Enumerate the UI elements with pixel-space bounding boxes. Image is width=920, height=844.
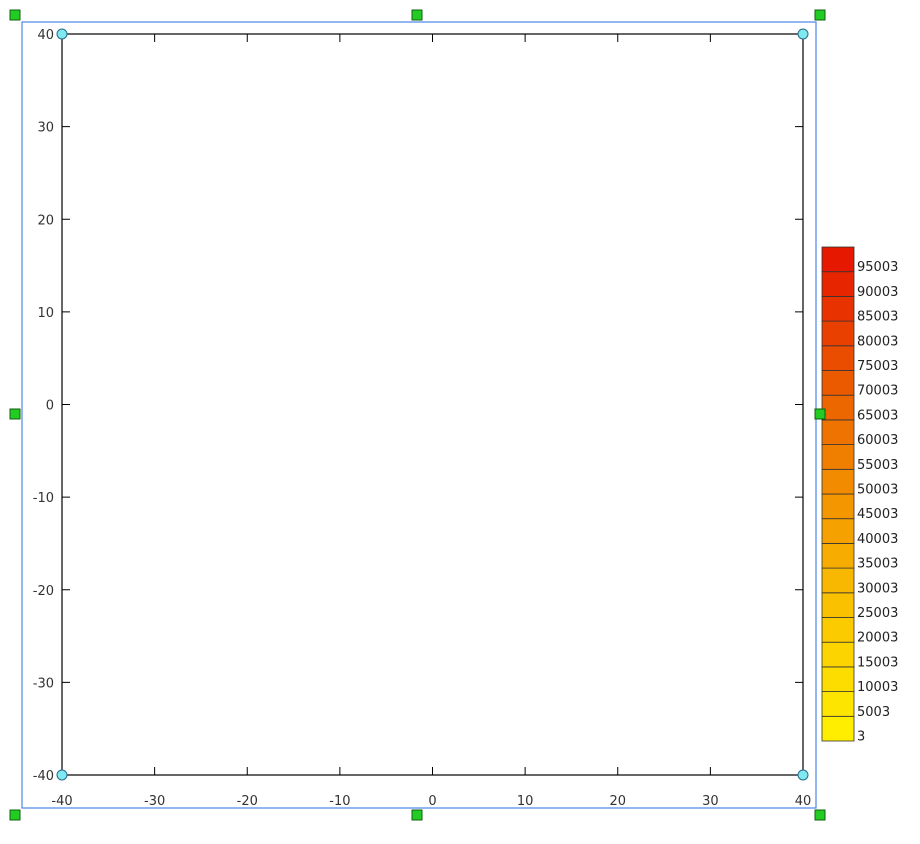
x-tick-label: 30 bbox=[702, 794, 719, 809]
axis-corner-handle[interactable] bbox=[56, 28, 68, 40]
legend-swatch bbox=[821, 691, 855, 717]
x-tick-label: 20 bbox=[609, 794, 626, 809]
legend-label: 20003 bbox=[857, 631, 898, 646]
legend-swatch bbox=[821, 617, 855, 643]
legend-swatch bbox=[821, 370, 855, 396]
resize-handle[interactable] bbox=[814, 9, 826, 21]
y-tick-label: 0 bbox=[46, 399, 54, 414]
legend-label: 5003 bbox=[857, 705, 890, 720]
x-tick-label: 40 bbox=[795, 794, 812, 809]
legend-swatch bbox=[821, 641, 855, 668]
legend-label: 85003 bbox=[857, 310, 898, 325]
resize-handle[interactable] bbox=[411, 9, 423, 21]
legend-swatch bbox=[821, 715, 855, 742]
y-tick-label: 40 bbox=[37, 28, 54, 43]
resize-handle[interactable] bbox=[9, 9, 21, 21]
plot-frame bbox=[61, 33, 804, 776]
legend-swatch bbox=[821, 567, 855, 594]
legend-swatch bbox=[821, 444, 855, 470]
legend-label: 55003 bbox=[857, 458, 898, 473]
legend-label: 65003 bbox=[857, 408, 898, 423]
legend-label: 15003 bbox=[857, 655, 898, 670]
y-tick-label: -40 bbox=[33, 769, 54, 784]
x-tick-label: -30 bbox=[144, 794, 165, 809]
legend-label: 3 bbox=[857, 730, 865, 745]
x-tick-label: -10 bbox=[329, 794, 350, 809]
x-tick-label: -40 bbox=[51, 794, 72, 809]
colorbar-legend: 3500310003150032000325003300033500340003… bbox=[821, 246, 898, 745]
legend-label: 95003 bbox=[857, 260, 898, 275]
resize-handle[interactable] bbox=[411, 809, 423, 821]
legend-label: 80003 bbox=[857, 334, 898, 349]
selection-frame bbox=[9, 9, 826, 821]
legend-label: 75003 bbox=[857, 359, 898, 374]
legend-label: 40003 bbox=[857, 532, 898, 547]
resize-handle[interactable] bbox=[814, 809, 826, 821]
legend-swatch bbox=[821, 543, 855, 569]
x-tick-label: -20 bbox=[237, 794, 258, 809]
legend-swatch bbox=[821, 394, 855, 421]
y-tick-label: -30 bbox=[33, 676, 54, 691]
legend-swatch bbox=[821, 419, 855, 445]
y-tick-label: -10 bbox=[33, 491, 54, 506]
resize-handle[interactable] bbox=[814, 408, 826, 420]
legend-label: 30003 bbox=[857, 581, 898, 596]
resize-handle[interactable] bbox=[9, 408, 21, 420]
legend-swatch bbox=[821, 518, 855, 544]
legend-swatch bbox=[821, 666, 855, 693]
legend-label: 10003 bbox=[857, 680, 898, 695]
legend-label: 70003 bbox=[857, 384, 898, 399]
x-tick-label: 10 bbox=[517, 794, 534, 809]
y-tick-label: -20 bbox=[33, 584, 54, 599]
axis-corner-handle[interactable] bbox=[56, 769, 68, 781]
axes: -40 -30 -20 -10 0 10 20 30 40 -40 -30 -20 -10 0 10 20 30… bbox=[33, 28, 812, 809]
legend-label: 25003 bbox=[857, 606, 898, 621]
y-tick-label: 10 bbox=[37, 306, 54, 321]
legend-swatch bbox=[821, 246, 855, 273]
legend-swatch bbox=[821, 468, 855, 495]
legend-swatch bbox=[821, 295, 855, 322]
x-tick-label: 0 bbox=[428, 794, 436, 809]
legend-swatch bbox=[821, 493, 855, 520]
legend-swatch bbox=[821, 592, 855, 618]
legend-label: 50003 bbox=[857, 483, 898, 498]
y-tick-label: 20 bbox=[37, 213, 54, 228]
y-tick-label: 30 bbox=[37, 121, 54, 136]
legend-swatch bbox=[821, 320, 855, 347]
legend-label: 45003 bbox=[857, 507, 898, 522]
legend-label: 90003 bbox=[857, 285, 898, 300]
legend-swatch bbox=[821, 271, 855, 297]
axis-corner-handle[interactable] bbox=[797, 28, 809, 40]
legend-label: 60003 bbox=[857, 433, 898, 448]
legend-label: 35003 bbox=[857, 557, 898, 572]
resize-handle[interactable] bbox=[9, 809, 21, 821]
axis-corner-handle[interactable] bbox=[797, 769, 809, 781]
legend-swatch bbox=[821, 345, 855, 371]
